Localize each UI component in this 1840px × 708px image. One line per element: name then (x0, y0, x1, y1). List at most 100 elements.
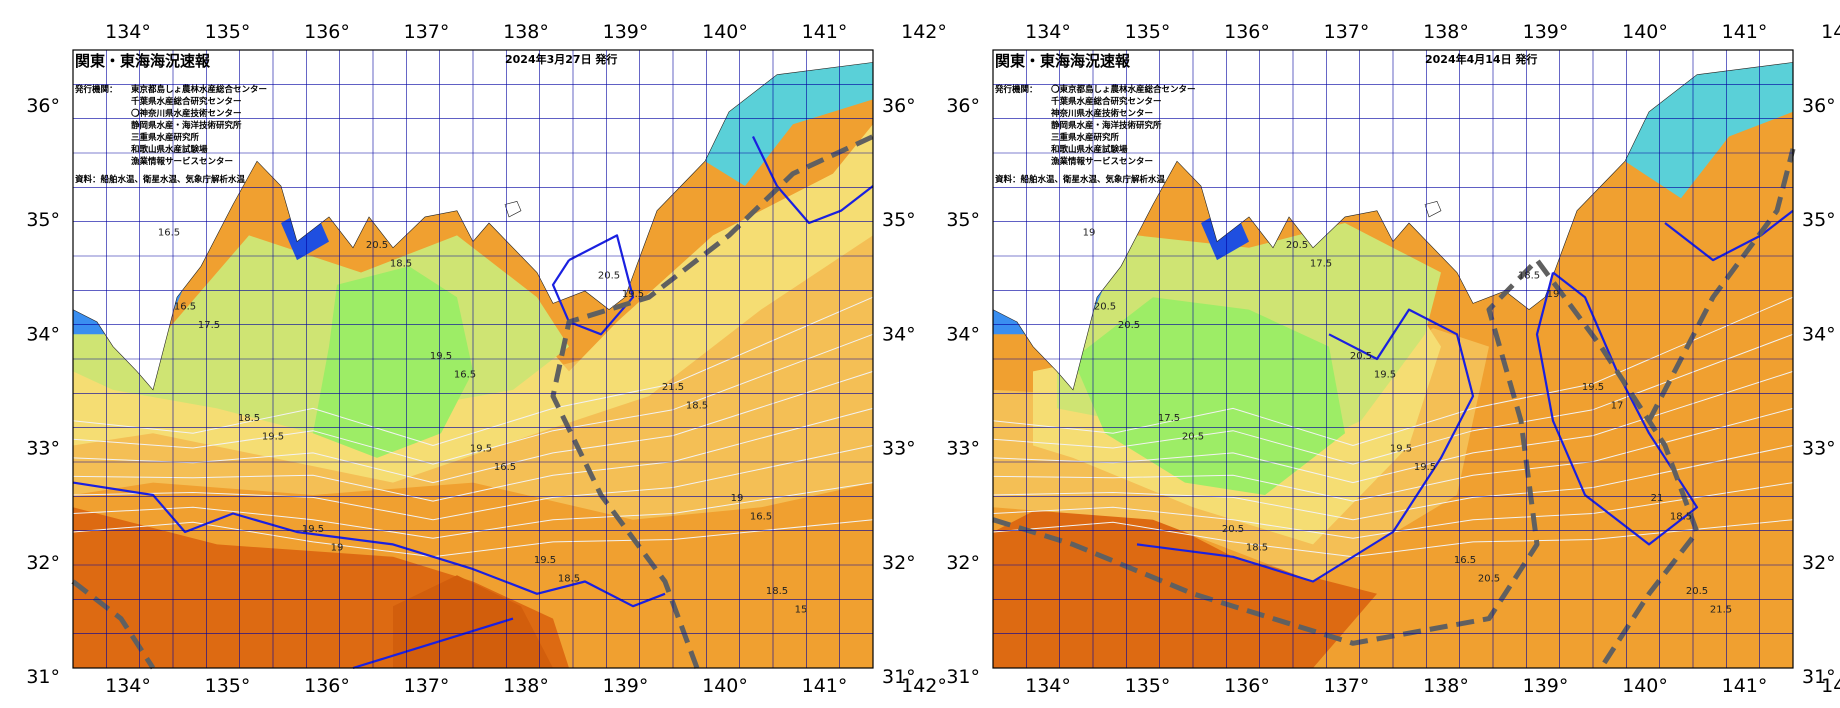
lat-tick-label-right: 36° (882, 95, 916, 117)
lon-tick-label-top: 136° (304, 21, 350, 43)
isotherm-blue (1535, 271, 1699, 546)
lon-tick-label-top: 138° (1423, 21, 1469, 43)
sea-temperature-map-right: 1919.518.517.51718.51920.520.520.519.521… (946, 21, 1840, 697)
blue-isotherms (72, 136, 874, 670)
issuer-name: 三重県水産研究所 (131, 132, 200, 143)
map-frame (72, 49, 874, 669)
contour-label: 20.5 (1350, 351, 1372, 362)
lon-tick-label-bottom: 139° (1523, 675, 1569, 697)
contour-label: 18.5 (390, 258, 412, 269)
contour-label: 20.5 (1686, 586, 1708, 597)
issuer-name: 〇東京都島しょ農林水産総合センター (1051, 84, 1196, 95)
isotherm-blue (1664, 209, 1794, 262)
lat-tick-label-right: 32° (882, 552, 916, 574)
issuer-name: 千葉県水産総合研究センター (131, 96, 242, 107)
lon-tick-label-bottom: 134° (1025, 675, 1071, 697)
contour-label: 19.5 (1414, 462, 1436, 473)
map-frame (992, 49, 1794, 669)
lat-tick-label-left: 35° (26, 209, 60, 231)
contour-labels: 16.516.516.518.518.51919.519.518.517.516… (158, 227, 808, 615)
contour-label: 16.5 (750, 512, 772, 523)
issuer-name: 和歌山県水産試験場 (131, 144, 208, 155)
contour-label: 20.5 (1478, 574, 1500, 585)
lon-tick-label-bottom: 136° (1224, 675, 1270, 697)
isotherm-blue (551, 234, 635, 336)
contour-label: 19.5 (302, 524, 324, 535)
contour-label: 16.5 (1454, 555, 1476, 566)
map-title: 関東・東海海況速報 (75, 52, 211, 70)
lon-tick-label-top: 137° (404, 21, 450, 43)
issuer-name: 静岡県水産・海洋技術研究所 (131, 120, 242, 131)
lon-tick-label-bottom: 142° (901, 675, 947, 697)
cold-green-zone (1073, 297, 1345, 495)
data-source: 資料：船舶水温、衛星水温、気象庁解析水温 (74, 174, 246, 185)
lon-tick-label-bottom: 136° (304, 675, 350, 697)
contour-label: 17.5 (198, 320, 220, 331)
lon-tick-label-bottom: 137° (404, 675, 450, 697)
lon-tick-label-top: 141° (1722, 21, 1768, 43)
lon-tick-label-top: 140° (702, 21, 748, 43)
lon-tick-label-bottom: 138° (1423, 675, 1469, 697)
lat-lon-grid (993, 50, 1793, 668)
issuer-label: 発行機関： (74, 84, 118, 95)
lat-tick-label-left: 34° (26, 323, 60, 345)
kuroshio-axis-line (550, 134, 875, 669)
issuer-name: 漁業情報サービスセンター (1051, 156, 1153, 167)
cold-green-zone (313, 266, 473, 458)
lat-tick-label-right: 33° (882, 438, 916, 460)
lon-tick-label-bottom: 134° (105, 675, 151, 697)
lat-tick-label-right: 32° (1802, 552, 1836, 574)
contour-label: 19 (1547, 289, 1560, 300)
contour-label: 19.5 (534, 555, 556, 566)
contour-label: 19 (331, 543, 344, 554)
lat-tick-label-left: 32° (946, 552, 980, 574)
issuer-name: 漁業情報サービスセンター (131, 156, 233, 167)
lon-tick-label-top: 138° (503, 21, 549, 43)
issuer-name: 〇神奈川県水産技術センター (131, 108, 242, 119)
contour-label: 21 (1651, 493, 1664, 504)
lon-tick-label-bottom: 138° (503, 675, 549, 697)
lon-tick-label-bottom: 142° (1821, 675, 1840, 697)
lat-tick-label-left: 31° (26, 666, 60, 688)
lon-tick-label-top: 142° (1821, 21, 1840, 43)
contour-label: 16.5 (174, 302, 196, 313)
contour-label: 17.5 (1158, 413, 1180, 424)
contour-label: 20.5 (366, 240, 388, 251)
sea-temperature-map-left: 16.516.516.518.518.51919.519.518.517.516… (26, 21, 947, 697)
contour-label: 16.5 (158, 227, 180, 238)
contour-label: 20.5 (1118, 320, 1140, 331)
contour-label: 19 (1083, 227, 1096, 238)
lon-tick-label-bottom: 139° (603, 675, 649, 697)
contour-label: 18.5 (766, 586, 788, 597)
lon-tick-label-bottom: 141° (802, 675, 848, 697)
contour-label: 18.5 (1246, 543, 1268, 554)
contour-label: 16.5 (494, 462, 516, 473)
island (504, 201, 522, 218)
contour-label: 20.5 (1286, 240, 1308, 251)
lon-tick-label-top: 139° (1523, 21, 1569, 43)
contour-label: 19.5 (1582, 382, 1604, 393)
contour-label: 16.5 (454, 370, 476, 381)
lon-tick-label-top: 139° (603, 21, 649, 43)
map-title: 関東・東海海況速報 (995, 52, 1131, 70)
lon-tick-label-top: 135° (205, 21, 251, 43)
lat-tick-label-left: 31° (946, 666, 980, 688)
sea-temperature-map-april-14: 19 19.5 18.5 17.5 17 18.5 19 20.5 20.5 20.5 19.5 21… (920, 0, 1840, 708)
lon-tick-label-top: 134° (105, 21, 151, 43)
lon-tick-label-bottom: 140° (702, 675, 748, 697)
nearshore-cyan-zone (1625, 62, 1793, 199)
contour-label: 18.5 (558, 574, 580, 585)
contour-label: 18.5 (1670, 512, 1692, 523)
island (1424, 201, 1442, 218)
kuroshio-axis-line (992, 257, 1700, 670)
lat-tick-label-left: 36° (26, 95, 60, 117)
lat-tick-label-right: 35° (1802, 209, 1836, 231)
lon-tick-label-bottom: 135° (1125, 675, 1171, 697)
lat-tick-label-left: 32° (26, 552, 60, 574)
contour-label: 19.5 (470, 444, 492, 455)
lat-tick-label-right: 33° (1802, 438, 1836, 460)
contour-label: 21.5 (1710, 604, 1732, 615)
lat-tick-label-left: 33° (946, 438, 980, 460)
lat-tick-label-left: 36° (946, 95, 980, 117)
contour-label: 19.5 (430, 351, 452, 362)
